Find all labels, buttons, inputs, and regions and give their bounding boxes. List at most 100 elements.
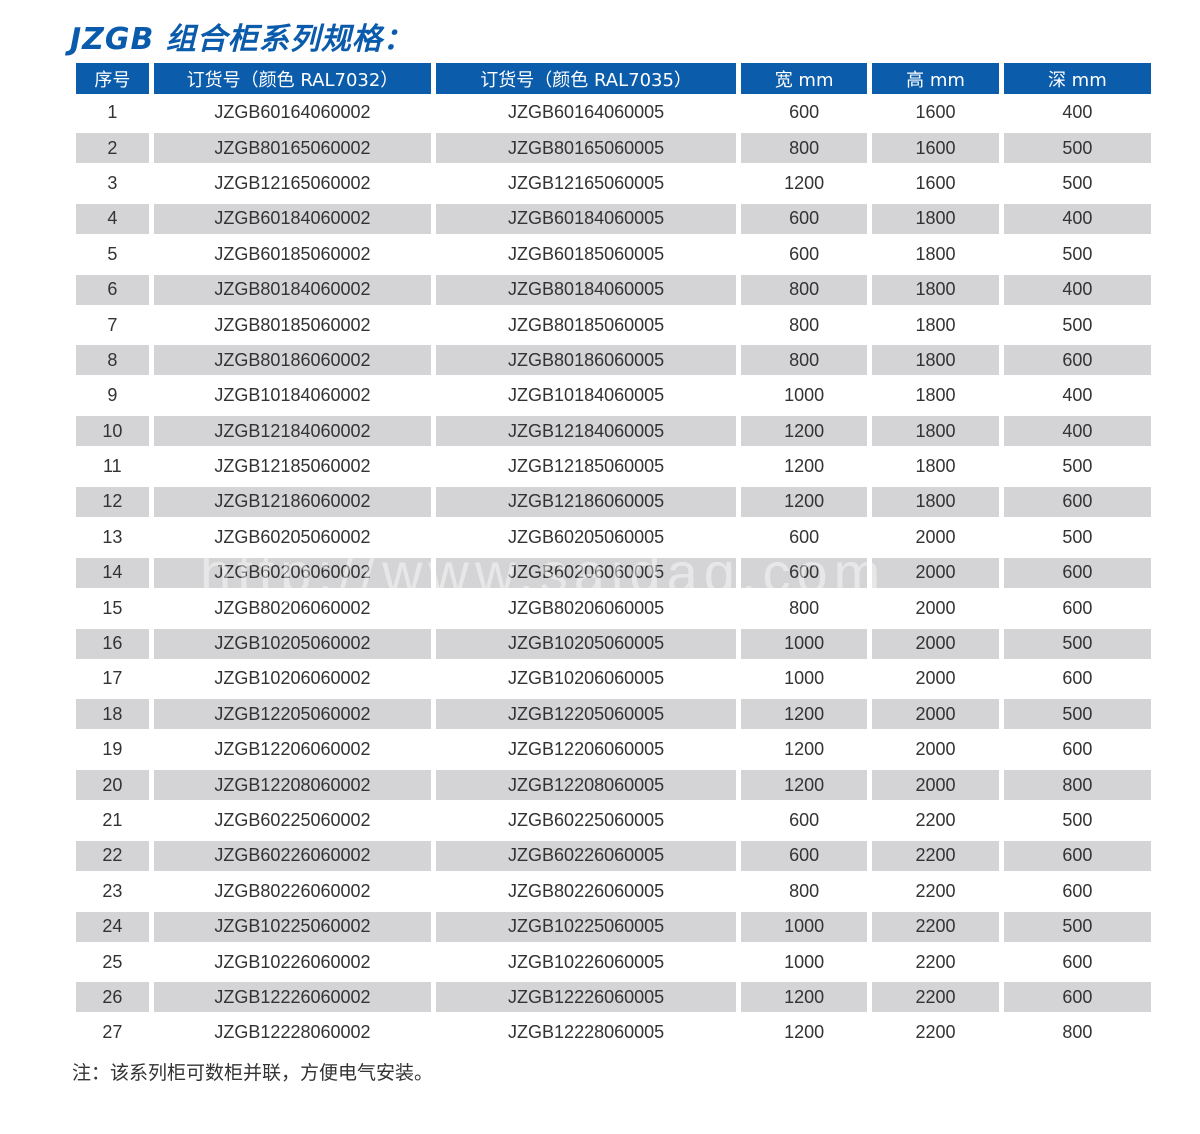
table-cell: JZGB12205060002: [153, 699, 432, 730]
table-cell: 800: [740, 274, 868, 305]
table-cell: 2000: [915, 597, 956, 618]
table-cell: 1200: [740, 486, 868, 517]
table-cell: 1600: [872, 133, 999, 164]
table-row: 14 JZGB60206060002 JZGB60206060005 600 2000 6…: [76, 555, 1151, 590]
table-cell: 800: [789, 597, 820, 618]
table-cell: 400: [1062, 102, 1093, 123]
column-header: 高 mm: [872, 63, 999, 94]
table-row: 25 JZGB10226060002 JZGB10226060005 1000 2200…: [76, 944, 1151, 979]
table-row: 4 JZGB60184060002 JZGB60184060005 600 1800 40…: [76, 201, 1151, 236]
table-cell: JZGB80226060005: [508, 880, 665, 901]
table-cell: 17: [102, 668, 123, 689]
table-cell: 1800: [872, 274, 999, 305]
table-row: 15 JZGB80206060002 JZGB80206060005 800 2000 6…: [76, 590, 1151, 625]
table-cell: JZGB12185060005: [508, 456, 665, 477]
table-cell: JZGB12206060005: [508, 739, 665, 760]
table-cell: 1800: [915, 385, 956, 406]
table-cell: 14: [76, 557, 149, 588]
table-cell: 9: [107, 385, 118, 406]
table-cell: 600: [1003, 982, 1151, 1013]
table-cell: 20: [76, 770, 149, 801]
table-cell: JZGB10206060002: [214, 668, 371, 689]
table-cell: 26: [76, 982, 149, 1013]
table-cell: JZGB12226060002: [153, 982, 432, 1013]
table-row: 7 JZGB80185060002 JZGB80185060005 800 1800 50…: [76, 307, 1151, 342]
table-cell: 800: [789, 880, 820, 901]
table-cell: JZGB10205060002: [153, 628, 432, 659]
table-header: 序号 订货号（颜色 RAL7032） 订货号（颜色 RAL7035）宽 mm 高 mm…: [76, 63, 1151, 94]
table-cell: 800: [1003, 770, 1151, 801]
table-cell: 2000: [915, 668, 956, 689]
table-row: 12 JZGB12186060002 JZGB12186060005 1200 1800…: [76, 484, 1151, 519]
table-cell: 1000: [740, 911, 868, 942]
table-cell: JZGB80165060002: [153, 133, 432, 164]
table-cell: 500: [1062, 314, 1093, 335]
column-header: 订货号（颜色 RAL7035）: [436, 63, 736, 94]
table-cell: 1200: [740, 770, 868, 801]
table-row: 16 JZGB10205060002 JZGB10205060005 1000 2000…: [76, 626, 1151, 661]
table-cell: 1: [107, 102, 118, 123]
table-cell: JZGB12228060005: [508, 1022, 665, 1043]
table-cell: 600: [1062, 739, 1093, 760]
table-cell: 18: [76, 699, 149, 730]
table-cell: 400: [1003, 274, 1151, 305]
column-header: 订货号（颜色 RAL7032）: [153, 63, 432, 94]
table-cell: 400: [1003, 416, 1151, 447]
table-cell: JZGB12165060002: [214, 172, 371, 193]
table-cell: 1200: [784, 739, 825, 760]
table-cell: 1800: [915, 243, 956, 264]
table-cell: 600: [740, 840, 868, 871]
table-cell: 800: [1062, 1022, 1093, 1043]
table-cell: 27: [102, 1022, 123, 1043]
table-cell: 1200: [740, 699, 868, 730]
table-row: 9 JZGB10184060002 JZGB10184060005 1000 1800 4…: [76, 378, 1151, 413]
table-cell: 2000: [872, 628, 999, 659]
table-cell: 16: [76, 628, 149, 659]
table-cell: 600: [1003, 840, 1151, 871]
table-cell: JZGB10206060005: [508, 668, 665, 689]
table-cell: 23: [102, 880, 123, 901]
table-cell: JZGB12165060005: [508, 172, 665, 193]
table-cell: 500: [1003, 133, 1151, 164]
table-cell: 600: [789, 810, 820, 830]
table-cell: JZGB10184060005: [508, 385, 665, 406]
table-cell: JZGB80184060002: [153, 274, 432, 305]
table-row: 20 JZGB12208060002 JZGB12208060005 1200 2000…: [76, 767, 1151, 802]
table-cell: 800: [740, 345, 868, 376]
table-cell: 800: [740, 133, 868, 164]
table-cell: 1000: [784, 385, 825, 406]
table-cell: 1000: [784, 668, 825, 689]
table-cell: 1600: [915, 102, 956, 123]
table-row: 2 JZGB80165060002 JZGB80165060005 800 1600 50…: [76, 130, 1151, 165]
table-cell: 600: [789, 102, 820, 123]
table-cell: 500: [1062, 526, 1093, 547]
table-row: 26 JZGB12226060002 JZGB12226060005 1200 2200…: [76, 980, 1151, 1015]
table-cell: 2000: [915, 739, 956, 760]
table-cell: JZGB10205060005: [436, 628, 736, 659]
table-cell: JZGB80206060005: [508, 597, 665, 618]
table-cell: 11: [102, 456, 122, 477]
table-cell: JZGB12228060002: [214, 1022, 371, 1043]
table-cell: 500: [1062, 810, 1093, 830]
column-header: 深 mm: [1003, 63, 1151, 94]
table-row: 18 JZGB12205060002 JZGB12205060005 1200 2000…: [76, 697, 1151, 732]
table-cell: 4: [76, 203, 149, 234]
table-cell: JZGB12185060002: [214, 456, 371, 477]
table-cell: JZGB12184060005: [436, 416, 736, 447]
table-cell: 2200: [915, 810, 956, 830]
table-row: 5 JZGB60185060002 JZGB60185060005 600 1800 50…: [76, 237, 1151, 272]
table-cell: 25: [102, 951, 123, 972]
table-cell: 12: [76, 486, 149, 517]
table-cell: 7: [107, 314, 118, 335]
table-cell: 2200: [915, 951, 956, 972]
table-cell: 500: [1003, 699, 1151, 730]
table-cell: 1200: [740, 982, 868, 1013]
table-cell: 2000: [872, 557, 999, 588]
spec-table: 序号 订货号（颜色 RAL7032） 订货号（颜色 RAL7035）宽 mm 高 mm…: [76, 63, 1151, 1051]
table-cell: 22: [76, 840, 149, 871]
table-cell: JZGB80186060002: [153, 345, 432, 376]
table-cell: 1800: [872, 345, 999, 376]
table-cell: 8: [76, 345, 149, 376]
table-cell: JZGB12208060002: [153, 770, 432, 801]
table-cell: 2000: [915, 526, 956, 547]
